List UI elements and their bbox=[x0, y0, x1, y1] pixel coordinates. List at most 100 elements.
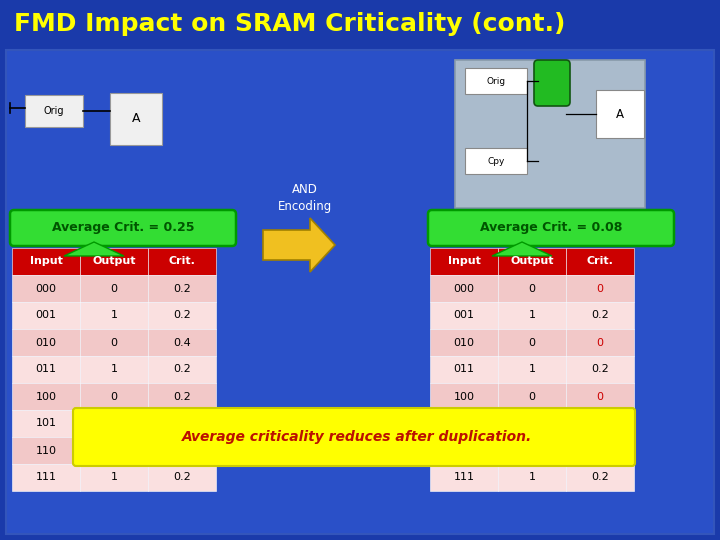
Text: 0.2: 0.2 bbox=[173, 472, 191, 483]
FancyBboxPatch shape bbox=[12, 275, 80, 302]
Text: 0.2: 0.2 bbox=[173, 310, 191, 321]
Text: 1: 1 bbox=[110, 364, 117, 375]
Text: Crit.: Crit. bbox=[168, 256, 195, 267]
Text: 101: 101 bbox=[454, 418, 474, 429]
Text: Average criticality reduces after duplication.: Average criticality reduces after duplic… bbox=[182, 430, 532, 444]
Text: Orig: Orig bbox=[44, 106, 64, 116]
Text: 0: 0 bbox=[596, 284, 603, 294]
Text: 0: 0 bbox=[596, 338, 603, 348]
FancyBboxPatch shape bbox=[534, 60, 570, 106]
Text: 010: 010 bbox=[454, 338, 474, 348]
Text: 0.2: 0.2 bbox=[591, 418, 609, 429]
FancyBboxPatch shape bbox=[566, 248, 634, 275]
FancyBboxPatch shape bbox=[430, 410, 498, 437]
Text: 0.2: 0.2 bbox=[591, 310, 609, 321]
Text: 111: 111 bbox=[454, 472, 474, 483]
Text: Input: Input bbox=[30, 256, 63, 267]
Text: A: A bbox=[616, 107, 624, 120]
Text: 0: 0 bbox=[528, 284, 536, 294]
Text: Output: Output bbox=[92, 256, 136, 267]
Text: 0.2: 0.2 bbox=[173, 392, 191, 402]
FancyBboxPatch shape bbox=[25, 95, 83, 127]
Text: 000: 000 bbox=[454, 284, 474, 294]
Text: 010: 010 bbox=[35, 338, 56, 348]
Text: 100: 100 bbox=[454, 392, 474, 402]
FancyBboxPatch shape bbox=[110, 93, 162, 145]
FancyBboxPatch shape bbox=[596, 90, 644, 138]
FancyBboxPatch shape bbox=[80, 464, 148, 491]
FancyBboxPatch shape bbox=[498, 248, 566, 275]
FancyBboxPatch shape bbox=[80, 248, 148, 275]
FancyBboxPatch shape bbox=[12, 383, 80, 410]
Text: Average Crit. = 0.25: Average Crit. = 0.25 bbox=[52, 221, 194, 234]
FancyBboxPatch shape bbox=[498, 356, 566, 383]
Text: Crit.: Crit. bbox=[587, 256, 613, 267]
Text: 0: 0 bbox=[596, 392, 603, 402]
FancyBboxPatch shape bbox=[430, 437, 498, 464]
Text: 001: 001 bbox=[35, 310, 56, 321]
FancyBboxPatch shape bbox=[566, 410, 634, 437]
Polygon shape bbox=[263, 218, 335, 272]
Text: A: A bbox=[132, 112, 140, 125]
FancyBboxPatch shape bbox=[430, 329, 498, 356]
Text: Input: Input bbox=[448, 256, 480, 267]
FancyBboxPatch shape bbox=[566, 275, 634, 302]
Text: 0.2: 0.2 bbox=[591, 472, 609, 483]
FancyBboxPatch shape bbox=[430, 302, 498, 329]
FancyBboxPatch shape bbox=[73, 408, 635, 466]
Text: 1: 1 bbox=[110, 472, 117, 483]
Text: Cpy: Cpy bbox=[487, 157, 505, 165]
FancyBboxPatch shape bbox=[148, 356, 216, 383]
Text: Average Crit. = 0.08: Average Crit. = 0.08 bbox=[480, 221, 622, 234]
FancyBboxPatch shape bbox=[498, 302, 566, 329]
FancyBboxPatch shape bbox=[465, 68, 527, 94]
FancyBboxPatch shape bbox=[566, 356, 634, 383]
Text: 0.2: 0.2 bbox=[591, 364, 609, 375]
FancyBboxPatch shape bbox=[430, 464, 498, 491]
FancyBboxPatch shape bbox=[12, 464, 80, 491]
Text: 0: 0 bbox=[528, 392, 536, 402]
Text: 111: 111 bbox=[35, 472, 56, 483]
Polygon shape bbox=[492, 242, 552, 256]
Text: 100: 100 bbox=[35, 392, 56, 402]
FancyBboxPatch shape bbox=[12, 248, 80, 275]
Text: Orig: Orig bbox=[487, 77, 505, 85]
FancyBboxPatch shape bbox=[148, 464, 216, 491]
FancyBboxPatch shape bbox=[148, 275, 216, 302]
FancyBboxPatch shape bbox=[10, 210, 236, 246]
FancyBboxPatch shape bbox=[6, 50, 714, 534]
Text: FMD Impact on SRAM Criticality (cont.): FMD Impact on SRAM Criticality (cont.) bbox=[14, 12, 565, 36]
FancyBboxPatch shape bbox=[148, 329, 216, 356]
FancyBboxPatch shape bbox=[498, 275, 566, 302]
FancyBboxPatch shape bbox=[148, 383, 216, 410]
FancyBboxPatch shape bbox=[498, 464, 566, 491]
Text: 1: 1 bbox=[110, 310, 117, 321]
Text: 0.2: 0.2 bbox=[173, 364, 191, 375]
FancyBboxPatch shape bbox=[148, 410, 216, 437]
Text: 110: 110 bbox=[454, 446, 474, 456]
FancyBboxPatch shape bbox=[80, 437, 148, 464]
FancyBboxPatch shape bbox=[566, 383, 634, 410]
Text: 110: 110 bbox=[35, 446, 56, 456]
FancyBboxPatch shape bbox=[566, 329, 634, 356]
FancyBboxPatch shape bbox=[80, 329, 148, 356]
FancyBboxPatch shape bbox=[566, 302, 634, 329]
Text: 0: 0 bbox=[110, 392, 117, 402]
FancyBboxPatch shape bbox=[0, 0, 720, 48]
Text: 011: 011 bbox=[454, 364, 474, 375]
FancyBboxPatch shape bbox=[498, 383, 566, 410]
FancyBboxPatch shape bbox=[498, 437, 566, 464]
FancyBboxPatch shape bbox=[148, 302, 216, 329]
Text: 0.2: 0.2 bbox=[173, 284, 191, 294]
Polygon shape bbox=[64, 242, 124, 256]
Text: 1: 1 bbox=[528, 364, 536, 375]
FancyBboxPatch shape bbox=[80, 410, 148, 437]
FancyBboxPatch shape bbox=[566, 464, 634, 491]
Text: 0: 0 bbox=[110, 338, 117, 348]
FancyBboxPatch shape bbox=[498, 410, 566, 437]
FancyBboxPatch shape bbox=[80, 275, 148, 302]
FancyBboxPatch shape bbox=[465, 148, 527, 174]
FancyBboxPatch shape bbox=[455, 60, 645, 208]
Text: 000: 000 bbox=[35, 284, 56, 294]
FancyBboxPatch shape bbox=[430, 275, 498, 302]
